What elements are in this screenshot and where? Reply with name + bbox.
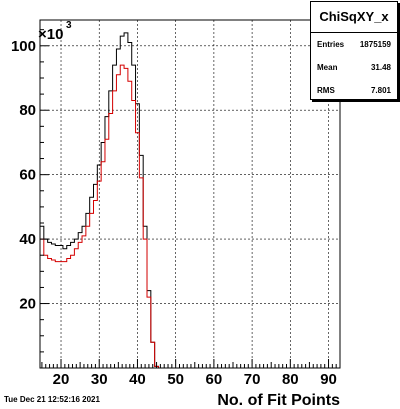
y-multiplier-exponent: 3 <box>66 20 72 31</box>
entries-label: Entries <box>317 40 345 49</box>
axis-ticks <box>40 29 337 369</box>
rms-label: RMS <box>317 86 335 95</box>
stats-title: ChiSqXY_x <box>311 2 397 33</box>
y-tick-label: 20 <box>19 296 36 313</box>
x-tick-label: 30 <box>91 371 108 388</box>
grid-lines <box>40 20 340 368</box>
stats-rms-row: RMS 7.801 <box>311 79 397 102</box>
x-tick-label: 90 <box>320 371 337 388</box>
y-tick-label: 60 <box>19 167 36 184</box>
y-tick-label: 100 <box>11 38 36 55</box>
mean-value: 31.48 <box>370 63 391 72</box>
x-tick-label: 70 <box>244 371 261 388</box>
stats-entries-row: Entries 1875159 <box>311 33 397 56</box>
y-tick-label: 80 <box>19 102 36 119</box>
stats-mean-row: Mean 31.48 <box>311 56 397 79</box>
x-tick-label: 40 <box>129 371 146 388</box>
rms-value: 7.801 <box>370 86 391 95</box>
histogram-line-1 <box>40 32 340 369</box>
x-tick-label: 60 <box>206 371 223 388</box>
y-tick-label: 40 <box>19 231 36 248</box>
x-tick-label: 80 <box>282 371 299 388</box>
stats-box: ChiSqXY_x Entries 1875159 Mean 31.48 RMS… <box>310 1 398 100</box>
histogram-series <box>40 32 340 369</box>
timestamp: Tue Dec 21 12:52:16 2021 <box>4 395 100 404</box>
x-tick-label: 50 <box>167 371 184 388</box>
entries-value: 1875159 <box>359 40 391 49</box>
plot-frame <box>39 19 341 369</box>
mean-label: Mean <box>317 63 338 72</box>
axis-labels: 20 30 40 50 60 70 80 90 20 40 60 80 100 <box>11 38 337 388</box>
histogram-line-2 <box>40 64 340 369</box>
y-multiplier-label: ×10 <box>38 26 63 43</box>
x-tick-label: 20 <box>53 371 70 388</box>
x-axis-title: No. of Fit Points <box>217 392 340 409</box>
plot-border <box>39 19 341 369</box>
